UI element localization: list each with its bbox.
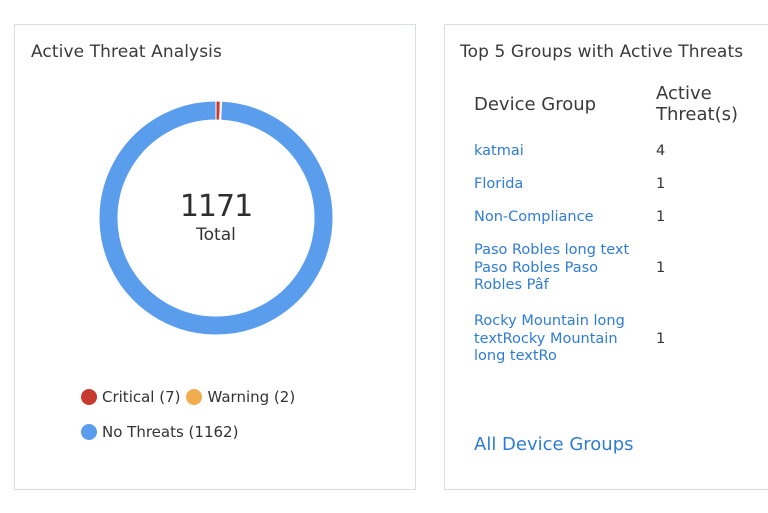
active-threat-analysis-card: Active Threat Analysis 1171 Total Critic… bbox=[14, 24, 416, 490]
card-title: Active Threat Analysis bbox=[31, 42, 222, 62]
group-link-rocky-mountain[interactable]: Rocky Mountain long textRocky Mountain l… bbox=[474, 313, 625, 364]
total-label: Total bbox=[196, 225, 236, 245]
legend-row-2: No Threats (1162) bbox=[81, 423, 244, 441]
group-link-paso-robles[interactable]: Paso Robles long text Paso Robles Paso R… bbox=[474, 242, 630, 293]
slice-no-threats[interactable] bbox=[99, 101, 333, 335]
card-title: Top 5 Groups with Active Threats bbox=[460, 42, 744, 62]
group-link-florida[interactable]: Florida bbox=[474, 176, 524, 192]
warning-dot-icon bbox=[186, 389, 203, 405]
group-link-non-compliance[interactable]: Non-Compliance bbox=[474, 209, 594, 225]
legend-item-warning[interactable]: Warning (2) bbox=[186, 388, 295, 406]
critical-dot-icon bbox=[81, 389, 97, 405]
legend-item-no-threats[interactable]: No Threats (1162) bbox=[81, 423, 238, 441]
header-device-group: Device Group bbox=[474, 94, 597, 115]
legend-label: Warning (2) bbox=[207, 388, 296, 406]
donut-center: 1171 Total bbox=[99, 101, 333, 335]
group-count: 1 bbox=[656, 209, 666, 225]
group-count: 1 bbox=[656, 176, 666, 192]
top-groups-card: Top 5 Groups with Active Threats Device … bbox=[444, 24, 768, 490]
no-threats-dot-icon bbox=[81, 424, 97, 440]
legend-label: No Threats (1162) bbox=[102, 423, 239, 441]
total-value: 1171 bbox=[179, 189, 253, 224]
legend-label: Critical (7) bbox=[102, 388, 181, 406]
all-device-groups-link[interactable]: All Device Groups bbox=[474, 434, 634, 455]
threat-donut-chart bbox=[99, 101, 333, 335]
legend-row-1: Critical (7) Warning (2) bbox=[81, 388, 301, 406]
group-link-katmai[interactable]: katmai bbox=[474, 143, 524, 159]
group-count: 1 bbox=[656, 331, 666, 347]
group-count: 4 bbox=[656, 143, 666, 159]
legend-item-critical[interactable]: Critical (7) bbox=[81, 388, 180, 406]
header-active-threats: Active Threat(s) bbox=[656, 83, 738, 125]
group-count: 1 bbox=[656, 260, 666, 276]
